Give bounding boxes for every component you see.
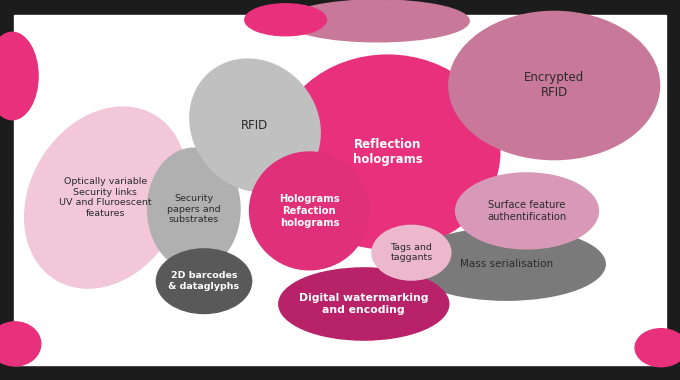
Ellipse shape	[24, 107, 186, 288]
Text: Surface feature
authentification: Surface feature authentification	[488, 200, 566, 222]
Ellipse shape	[245, 4, 326, 36]
Ellipse shape	[286, 0, 469, 42]
Ellipse shape	[0, 32, 38, 120]
Text: Digital watermarking
and encoding: Digital watermarking and encoding	[299, 293, 428, 315]
Ellipse shape	[456, 173, 598, 249]
Ellipse shape	[279, 268, 449, 340]
Ellipse shape	[190, 59, 320, 192]
Ellipse shape	[408, 228, 605, 300]
Ellipse shape	[449, 11, 660, 160]
Ellipse shape	[156, 249, 252, 314]
Text: Encrypted
RFID: Encrypted RFID	[524, 71, 584, 100]
Ellipse shape	[250, 152, 369, 270]
Ellipse shape	[0, 322, 41, 366]
Ellipse shape	[148, 148, 240, 270]
Text: Tags and
taggants: Tags and taggants	[390, 243, 432, 263]
Text: Mass serialisation: Mass serialisation	[460, 259, 553, 269]
Text: Security
papers and
substrates: Security papers and substrates	[167, 194, 220, 224]
Text: RFID: RFID	[241, 119, 269, 132]
Ellipse shape	[635, 329, 680, 367]
Text: Holograms
Refaction
holograms: Holograms Refaction holograms	[279, 194, 340, 228]
Text: 2D barcodes
& dataglyphs: 2D barcodes & dataglyphs	[169, 271, 239, 291]
Ellipse shape	[372, 225, 451, 280]
Text: Reflection
holograms: Reflection holograms	[353, 138, 422, 166]
Text: Optically variable
Security links
UV and Fluroescent
features: Optically variable Security links UV and…	[59, 177, 152, 218]
Ellipse shape	[275, 55, 500, 249]
